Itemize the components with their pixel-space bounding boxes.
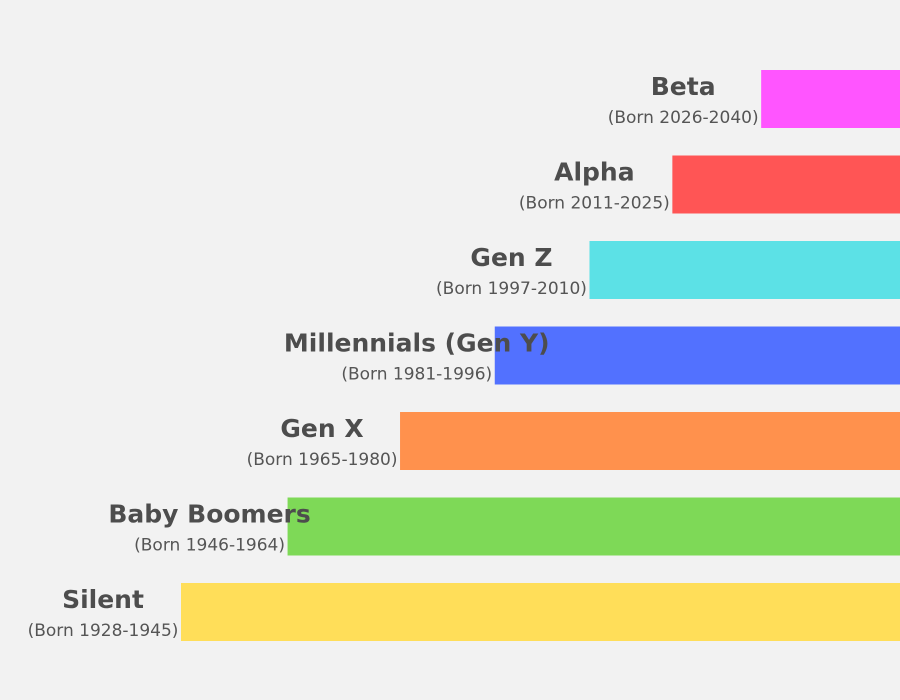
label-baby-boomers: Baby Boomers xyxy=(108,500,310,529)
label-millennials-gen-y: Millennials (Gen Y) xyxy=(284,329,550,358)
bar-silent xyxy=(181,583,900,641)
years-alpha: (Born 2011-2025) xyxy=(519,194,670,214)
label-gen-z: Gen Z xyxy=(470,243,552,272)
years-beta: (Born 2026-2040) xyxy=(608,108,759,128)
bar-gen-x xyxy=(400,412,900,470)
bar-baby-boomers xyxy=(287,497,900,556)
years-gen-x: (Born 1965-1980) xyxy=(247,450,398,470)
years-millennials-gen-y: (Born 1981-1996) xyxy=(341,365,492,385)
label-beta: Beta xyxy=(651,72,716,101)
years-baby-boomers: (Born 1946-1964) xyxy=(134,536,285,556)
bar-gen-z xyxy=(589,241,900,299)
bar-millennials-gen-y xyxy=(494,326,900,385)
years-gen-z: (Born 1997-2010) xyxy=(436,279,587,299)
label-gen-x: Gen X xyxy=(280,414,363,443)
years-silent: (Born 1928-1945) xyxy=(28,621,179,641)
bar-beta xyxy=(761,70,900,128)
label-silent: Silent xyxy=(62,585,144,614)
bar-alpha xyxy=(672,155,900,214)
label-alpha: Alpha xyxy=(554,158,634,187)
